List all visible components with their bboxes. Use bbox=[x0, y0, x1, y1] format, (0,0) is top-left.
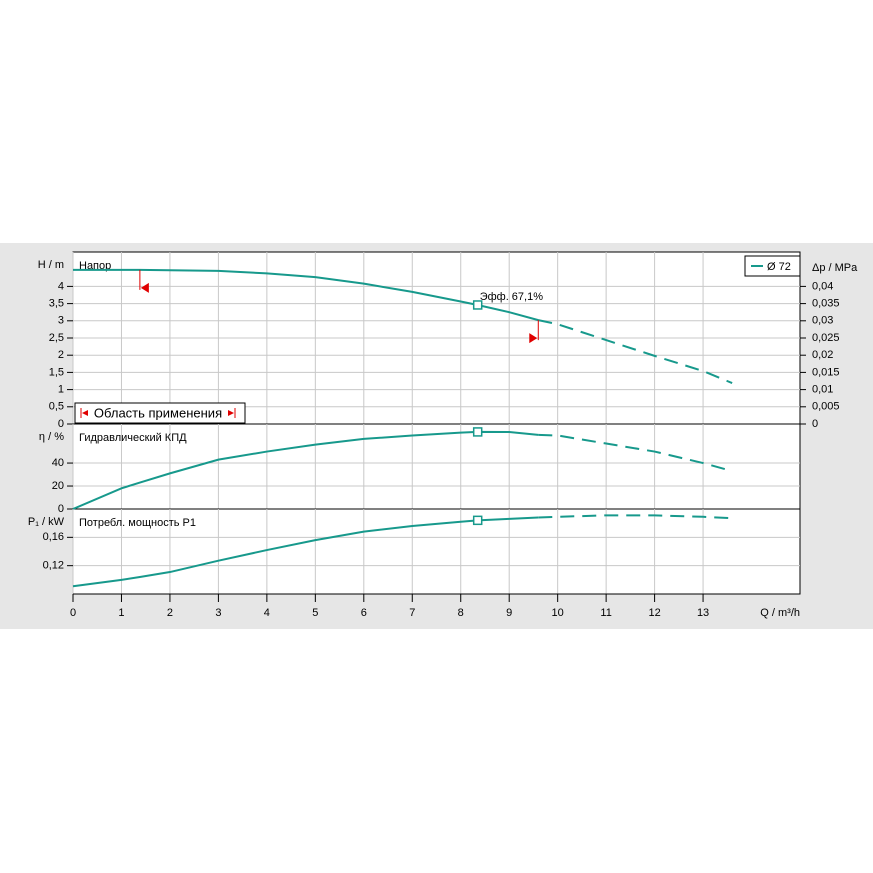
y-tick-label: 1,5 bbox=[49, 366, 64, 378]
y-tick-label: 4 bbox=[58, 280, 64, 292]
x-tick-label: 8 bbox=[458, 607, 464, 619]
x-tick-label: 9 bbox=[506, 607, 512, 619]
operating-point bbox=[472, 515, 483, 526]
x-tick-label: 12 bbox=[648, 607, 660, 619]
x-tick-label: 2 bbox=[167, 607, 173, 619]
y-tick-label: 3,5 bbox=[49, 298, 64, 310]
range-arrow-left bbox=[82, 410, 88, 416]
legend-label: Ø 72 bbox=[767, 261, 791, 273]
legend-box bbox=[744, 255, 801, 277]
x-tick-label: 13 bbox=[697, 607, 709, 619]
x-axis-label: Q / m³/h bbox=[760, 607, 800, 619]
curve bbox=[538, 433, 733, 473]
x-tick-label: 6 bbox=[361, 607, 367, 619]
y-axis-label: η / % bbox=[39, 431, 64, 443]
operating-point bbox=[472, 427, 483, 437]
x-tick-label: 4 bbox=[264, 607, 270, 619]
x-tick-label: 0 bbox=[70, 607, 76, 619]
y-tick-label: 0,12 bbox=[43, 560, 64, 572]
x-tick-label: 1 bbox=[118, 607, 124, 619]
y-tick-label: 0,16 bbox=[43, 531, 64, 543]
y2-tick-label: 0,04 bbox=[812, 280, 833, 292]
y2-tick-label: 0,015 bbox=[812, 366, 840, 378]
y-tick-label: 2,5 bbox=[49, 332, 64, 344]
y-tick-label: 0 bbox=[58, 418, 64, 430]
y-tick-label: 40 bbox=[52, 457, 64, 469]
x-tick-label: 7 bbox=[409, 607, 415, 619]
y2-tick-label: 0,025 bbox=[812, 332, 840, 344]
y2-tick-label: 0,03 bbox=[812, 315, 833, 327]
range-box bbox=[74, 402, 246, 424]
y2-tick-label: 0,01 bbox=[812, 384, 833, 396]
y-tick-label: 2 bbox=[58, 349, 64, 361]
curve bbox=[538, 514, 733, 520]
y-tick-label: 1 bbox=[58, 384, 64, 396]
y2-tick-label: 0 bbox=[812, 418, 818, 430]
range-label: Область применения bbox=[94, 405, 222, 420]
y-axis-label: H / m bbox=[38, 259, 64, 271]
y-tick-label: 0,5 bbox=[49, 401, 64, 413]
curve bbox=[538, 319, 733, 384]
y-tick-label: 20 bbox=[52, 480, 64, 492]
x-tick-label: 3 bbox=[215, 607, 221, 619]
panel-title: Потребл. мощность P1 bbox=[79, 517, 196, 529]
x-tick-label: 5 bbox=[312, 607, 318, 619]
range-arrow-right bbox=[228, 410, 234, 416]
y2-tick-label: 0,035 bbox=[812, 298, 840, 310]
annotation: Эфф. 67,1% bbox=[480, 291, 544, 303]
y-tick-label: 0 bbox=[58, 503, 64, 515]
y2-axis-label: Δp / MPa bbox=[812, 262, 858, 274]
y2-tick-label: 0,005 bbox=[812, 401, 840, 413]
y2-tick-label: 0,02 bbox=[812, 349, 833, 361]
range-marker bbox=[529, 333, 538, 344]
range-marker bbox=[140, 282, 149, 293]
y-axis-label: P₁ / kW bbox=[28, 516, 65, 528]
panel-title: Гидравлический КПД bbox=[79, 432, 187, 444]
y-tick-label: 3 bbox=[58, 315, 64, 327]
x-tick-label: 10 bbox=[552, 607, 564, 619]
operating-point bbox=[472, 300, 483, 310]
x-tick-label: 11 bbox=[600, 607, 611, 619]
